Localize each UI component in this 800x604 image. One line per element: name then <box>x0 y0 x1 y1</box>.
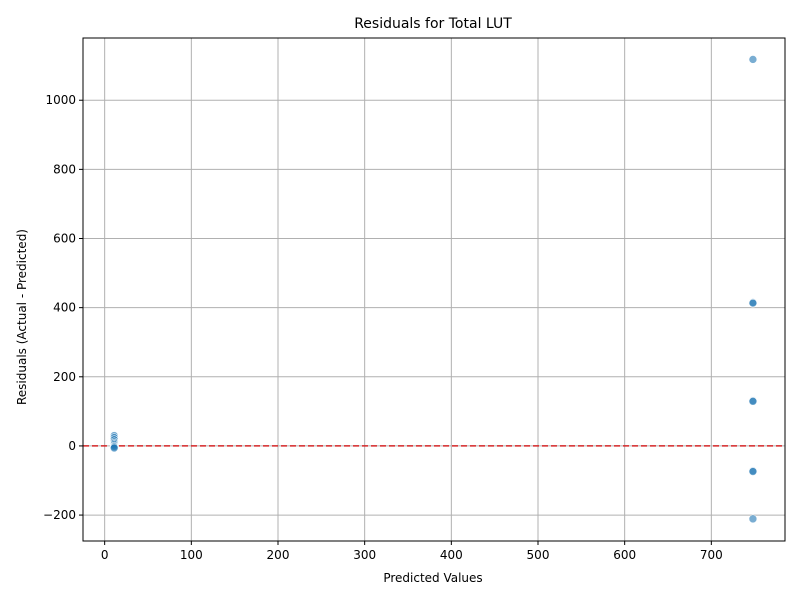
y-tick-label: 0 <box>68 439 76 453</box>
data-point <box>109 443 119 453</box>
x-axis-ticks: 0 100 200 300 400 500 600 700 <box>101 541 723 562</box>
y-axis-ticks: −200 0 200 400 600 800 1000 <box>43 93 83 522</box>
y-tick-label: 1000 <box>45 93 76 107</box>
y-tick-label: 600 <box>53 232 76 246</box>
y-tick-label: 400 <box>53 301 76 315</box>
x-tick-label: 100 <box>180 548 203 562</box>
x-tick-label: 600 <box>613 548 636 562</box>
x-tick-label: 300 <box>353 548 376 562</box>
y-tick-label: 800 <box>53 162 76 176</box>
data-point <box>748 514 758 524</box>
y-tick-label: −200 <box>43 508 76 522</box>
data-point <box>748 55 758 64</box>
data-points <box>109 55 758 524</box>
y-tick-label: 200 <box>53 370 76 384</box>
x-tick-label: 500 <box>527 548 550 562</box>
data-point <box>748 298 758 308</box>
chart-title: Residuals for Total LUT <box>354 16 512 32</box>
y-axis-label: Residuals (Actual - Predicted) <box>15 229 29 405</box>
x-tick-label: 700 <box>700 548 723 562</box>
data-point <box>748 467 758 476</box>
x-tick-label: 0 <box>101 548 109 562</box>
grid-lines <box>83 38 785 541</box>
x-axis-label: Predicted Values <box>383 571 482 585</box>
x-tick-label: 200 <box>267 548 290 562</box>
plot-area-frame <box>82 37 786 542</box>
data-point <box>748 397 758 406</box>
x-tick-label: 400 <box>440 548 463 562</box>
